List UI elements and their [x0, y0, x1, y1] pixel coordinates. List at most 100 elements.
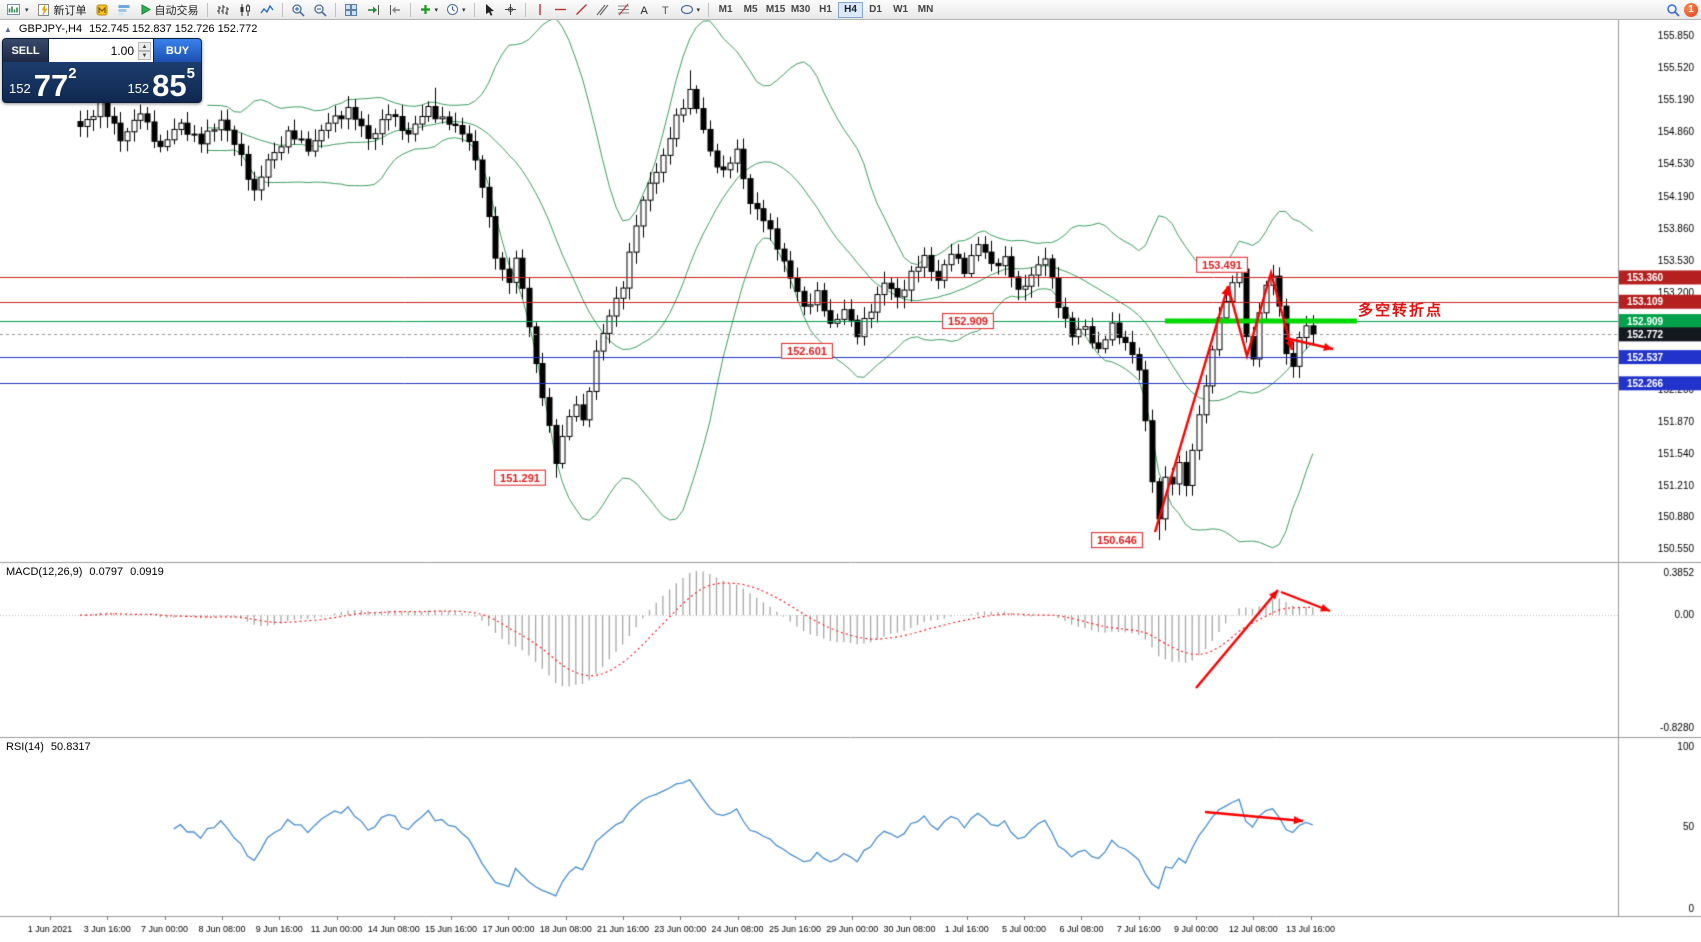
volume-value: 1.00: [110, 43, 134, 58]
macd-value-2: 0.0919: [130, 566, 164, 578]
sell-button[interactable]: SELL: [3, 39, 49, 62]
channel-button[interactable]: [592, 1, 613, 19]
new-chart-button[interactable]: ▾: [3, 1, 33, 19]
dropdown-caret-icon: ▾: [434, 6, 439, 14]
autotrading-button[interactable]: 自动交易: [135, 1, 203, 19]
text-a-icon: A: [640, 5, 648, 16]
tile-windows-icon: [344, 3, 357, 16]
indicators-plus-icon: [420, 5, 430, 14]
one-click-prices: 152 77 2 152 85 5: [3, 62, 201, 102]
rsi-label: RSI(14): [6, 741, 44, 753]
timeframe-h1[interactable]: H1: [813, 2, 838, 18]
buy-button[interactable]: BUY: [153, 39, 201, 62]
sell-price-big: 77: [33, 67, 69, 103]
label-button[interactable]: T: [655, 1, 676, 19]
buy-price-base: 152: [127, 81, 150, 96]
rsi-legend: RSI(14) 50.8317: [6, 741, 91, 753]
svg-text:A: A: [640, 5, 648, 16]
bar-chart-icon: [216, 4, 229, 15]
zoom-in-icon: [291, 3, 305, 17]
metaeditor-button[interactable]: [91, 1, 113, 19]
main-toolbar: ▾ 新订单 自动交易 ▾ ▾: [0, 0, 1701, 20]
market-depth-icon: [118, 4, 130, 15]
candle-chart-button[interactable]: [234, 1, 256, 19]
periods-button[interactable]: ▾: [442, 1, 470, 19]
bar-chart-button[interactable]: [212, 1, 234, 19]
line-chart-button[interactable]: [256, 1, 278, 19]
buy-price-big: 85: [152, 67, 187, 103]
timeframe-m5[interactable]: M5: [738, 2, 763, 18]
crosshair-button[interactable]: [500, 1, 521, 19]
toolbar-separator: [708, 2, 710, 17]
cursor-icon: [485, 4, 494, 16]
buy-price-pip: 5: [186, 65, 195, 82]
zoom-out-icon: [313, 3, 327, 17]
fibonacci-button[interactable]: [613, 1, 634, 19]
notifications-badge[interactable]: 1: [1684, 2, 1698, 17]
toolbar-separator: [524, 2, 526, 17]
shapes-icon: [680, 4, 693, 15]
one-click-trading-panel: SELL 1.00 ▲ ▼ BUY 152 77 2 152 85 5: [2, 38, 202, 103]
timeframe-mn[interactable]: MN: [913, 2, 938, 18]
horizontal-line-icon: [554, 8, 566, 11]
new-order-button[interactable]: 新订单: [33, 1, 91, 19]
symbol-period-label: GBPJPY-,H4: [18, 23, 83, 35]
toolbar-separator: [206, 2, 208, 17]
trendline-icon: [575, 4, 587, 15]
vertical-line-icon: [538, 4, 541, 15]
zoom-out-button[interactable]: [309, 1, 331, 19]
volume-up-icon[interactable]: ▲: [138, 41, 151, 51]
toolbar-separator: [334, 2, 336, 17]
metaeditor-icon: [96, 4, 108, 15]
tile-windows-button[interactable]: [340, 1, 362, 19]
indicators-button[interactable]: ▾: [415, 1, 443, 19]
dropdown-caret-icon: ▾: [462, 6, 466, 14]
new-chart-icon: [7, 3, 20, 15]
volume-down-icon[interactable]: ▼: [138, 50, 151, 60]
shapes-button[interactable]: ▾: [676, 1, 705, 19]
macd-legend: MACD(12,26,9) 0.0797 0.0919: [6, 566, 164, 578]
timeframe-w1[interactable]: W1: [888, 2, 913, 18]
timeframe-m15[interactable]: M15: [763, 2, 788, 18]
timeframe-m1[interactable]: M1: [713, 2, 738, 18]
horizontal-line-button[interactable]: [550, 1, 571, 19]
search-button[interactable]: [1662, 1, 1684, 19]
macd-label: MACD(12,26,9): [6, 566, 83, 578]
trendline-button[interactable]: [571, 1, 592, 19]
new-order-icon: [37, 3, 49, 16]
sell-price-pip: 2: [68, 65, 77, 82]
volume-spinner: ▲ ▼: [138, 41, 151, 60]
fibonacci-icon: [617, 3, 629, 16]
chart-canvas[interactable]: [0, 20, 1701, 942]
autotrading-label: 自动交易: [154, 4, 199, 17]
chart-shift-icon: [389, 4, 400, 15]
auto-scroll-button[interactable]: [362, 1, 384, 19]
text-label-icon: T: [662, 5, 669, 16]
market-depth-button[interactable]: [113, 1, 135, 19]
turning-point-annotation: 多空转折点: [1358, 302, 1444, 319]
macd-value-1: 0.0797: [89, 566, 124, 578]
oneclick-collapse-arrow-icon[interactable]: ▲: [4, 24, 12, 34]
auto-scroll-icon: [367, 4, 379, 15]
cursor-button[interactable]: [479, 1, 500, 19]
equidistant-channel-icon: [596, 4, 609, 16]
zoom-in-button[interactable]: [287, 1, 309, 19]
ohlc-values: 152.745 152.837 152.726 152.772: [89, 23, 258, 35]
timeframe-h4[interactable]: H4: [838, 1, 864, 18]
buy-price[interactable]: 152 85 5: [127, 62, 195, 103]
sell-price[interactable]: 152 77 2: [9, 62, 77, 103]
timeframe-m30[interactable]: M30: [788, 2, 813, 18]
chart-shift-button[interactable]: [384, 1, 406, 19]
vertical-line-button[interactable]: [530, 1, 550, 19]
line-chart-icon: [259, 4, 274, 13]
volume-input[interactable]: 1.00 ▲ ▼: [49, 39, 153, 62]
crosshair-icon: [504, 4, 516, 15]
toolbar-separator: [281, 2, 283, 17]
dropdown-caret-icon: ▾: [25, 6, 29, 14]
text-button[interactable]: A: [634, 1, 655, 19]
new-order-label: 新订单: [53, 4, 87, 17]
toolbar-separator: [409, 2, 411, 17]
timeframe-d1[interactable]: D1: [863, 2, 888, 18]
autotrading-play-icon: [141, 4, 151, 15]
toolbar-separator: [473, 2, 475, 17]
